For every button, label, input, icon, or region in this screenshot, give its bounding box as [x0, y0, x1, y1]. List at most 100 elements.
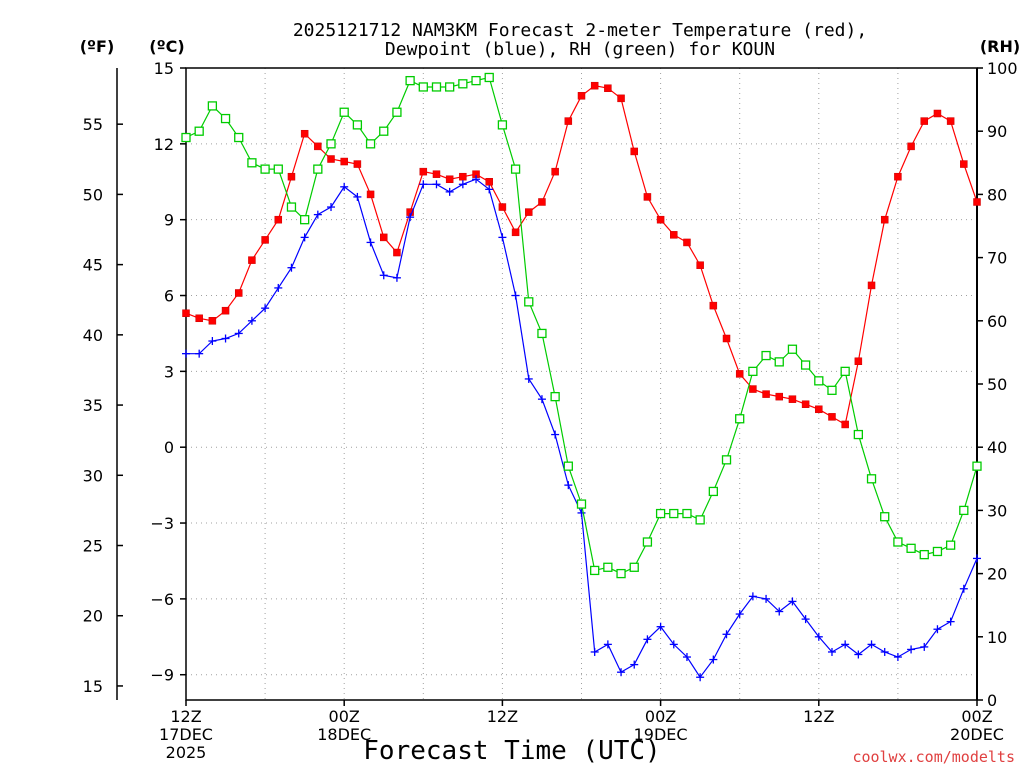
- data-point-rh: [207, 101, 218, 111]
- data-point-temperature: [274, 215, 283, 224]
- data-point-temperature: [287, 172, 296, 181]
- data-point-rh: [458, 79, 468, 89]
- data-point-rh: [234, 132, 244, 143]
- x-tick-label: 12Z: [487, 707, 518, 726]
- data-point-rh: [906, 543, 916, 553]
- data-point-temperature: [854, 357, 863, 365]
- data-point-dewpoint: [498, 233, 507, 242]
- data-point-temperature: [248, 256, 256, 264]
- data-point-dewpoint: [247, 316, 256, 325]
- data-point-rh: [247, 158, 257, 168]
- data-point-dewpoint: [867, 640, 876, 649]
- data-point-dewpoint: [762, 594, 771, 603]
- data-point-dewpoint: [907, 645, 916, 654]
- fahrenheit-tick-label: 25: [83, 537, 103, 556]
- data-point-rh: [972, 461, 982, 471]
- data-point-dewpoint: [472, 175, 481, 184]
- data-point-rh: [827, 385, 837, 395]
- x-tick-label: 12Z: [803, 707, 834, 726]
- data-point-temperature: [261, 236, 269, 244]
- data-point-temperature: [946, 117, 955, 125]
- data-point-dewpoint: [893, 653, 902, 662]
- grid-lines: [186, 67, 977, 700]
- data-point-temperature: [221, 306, 230, 315]
- data-point-dewpoint: [827, 647, 836, 656]
- data-point-dewpoint: [590, 647, 599, 656]
- data-point-dewpoint: [946, 617, 955, 626]
- data-point-dewpoint: [524, 374, 533, 383]
- data-point-temperature: [828, 413, 836, 421]
- data-point-temperature: [314, 142, 322, 151]
- data-point-temperature: [195, 314, 203, 323]
- data-point-rh: [721, 455, 732, 465]
- data-point-rh: [893, 537, 903, 547]
- data-point-rh: [629, 562, 639, 572]
- data-point-rh: [708, 486, 718, 497]
- data-point-temperature: [656, 215, 665, 224]
- fahrenheit-tick-label: 20: [83, 607, 103, 626]
- data-point-temperature: [419, 167, 428, 176]
- series-rh: [181, 72, 982, 579]
- data-point-rh: [655, 508, 666, 519]
- data-point-dewpoint: [419, 180, 428, 189]
- data-point-rh: [853, 429, 863, 440]
- rh-tick-label: 90: [987, 122, 1007, 141]
- data-point-rh: [590, 565, 600, 576]
- data-point-temperature: [762, 390, 770, 398]
- data-point-temperature: [590, 81, 599, 90]
- data-point-temperature: [459, 172, 467, 181]
- data-point-rh: [392, 107, 402, 117]
- rh-tick-label: 30: [987, 501, 1007, 520]
- data-point-dewpoint: [537, 395, 546, 404]
- data-point-dewpoint: [577, 508, 586, 517]
- chart-title-line1: 2025121712 NAM3KM Forecast 2-meter Tempe…: [293, 20, 867, 41]
- data-point-rh: [695, 515, 705, 525]
- celsius-tick-label: 6: [164, 287, 174, 306]
- data-point-temperature: [960, 160, 968, 168]
- data-point-rh: [959, 505, 969, 516]
- rh-tick-label: 60: [987, 312, 1007, 331]
- series-dewpoint: [182, 175, 981, 682]
- data-point-temperature: [894, 172, 902, 181]
- data-point-rh: [550, 391, 560, 402]
- data-point-dewpoint: [841, 640, 850, 649]
- data-point-rh: [840, 366, 850, 377]
- data-point-temperature: [577, 92, 586, 100]
- data-point-temperature: [801, 400, 810, 408]
- data-point-rh: [181, 132, 191, 143]
- data-point-temperature: [696, 261, 704, 269]
- data-point-rh: [273, 164, 283, 174]
- data-point-dewpoint: [208, 337, 217, 346]
- data-point-rh: [299, 215, 310, 225]
- data-point-dewpoint: [788, 597, 797, 606]
- data-point-temperature: [380, 233, 388, 242]
- data-point-temperature: [735, 370, 744, 378]
- data-point-dewpoint: [854, 650, 863, 659]
- data-point-dewpoint: [327, 203, 336, 212]
- rh-tick-label: 0: [987, 691, 997, 710]
- rh-tick-label: 10: [987, 628, 1007, 647]
- data-point-dewpoint: [656, 622, 665, 631]
- data-point-rh: [510, 164, 521, 174]
- data-point-temperature: [182, 309, 190, 317]
- data-point-rh: [405, 75, 415, 86]
- data-point-dewpoint: [340, 182, 349, 191]
- data-point-temperature: [366, 190, 375, 199]
- data-point-rh: [682, 508, 692, 519]
- data-point-rh: [286, 202, 297, 212]
- data-point-temperature: [841, 420, 849, 429]
- data-point-temperature: [432, 170, 441, 178]
- data-point-dewpoint: [511, 291, 520, 300]
- data-point-dewpoint: [379, 271, 388, 280]
- data-point-temperature: [393, 248, 401, 257]
- data-point-temperature: [234, 289, 243, 297]
- data-point-rh: [800, 360, 811, 370]
- fahrenheit-tick-label: 40: [83, 326, 103, 345]
- celsius-tick-label: 3: [164, 362, 174, 381]
- data-point-temperature: [749, 385, 757, 393]
- celsius-tick-label: −3: [150, 514, 174, 533]
- data-point-dewpoint: [630, 660, 639, 669]
- data-point-temperature: [775, 392, 783, 401]
- rh-tick-label: 20: [987, 565, 1007, 584]
- data-point-dewpoint: [195, 349, 204, 358]
